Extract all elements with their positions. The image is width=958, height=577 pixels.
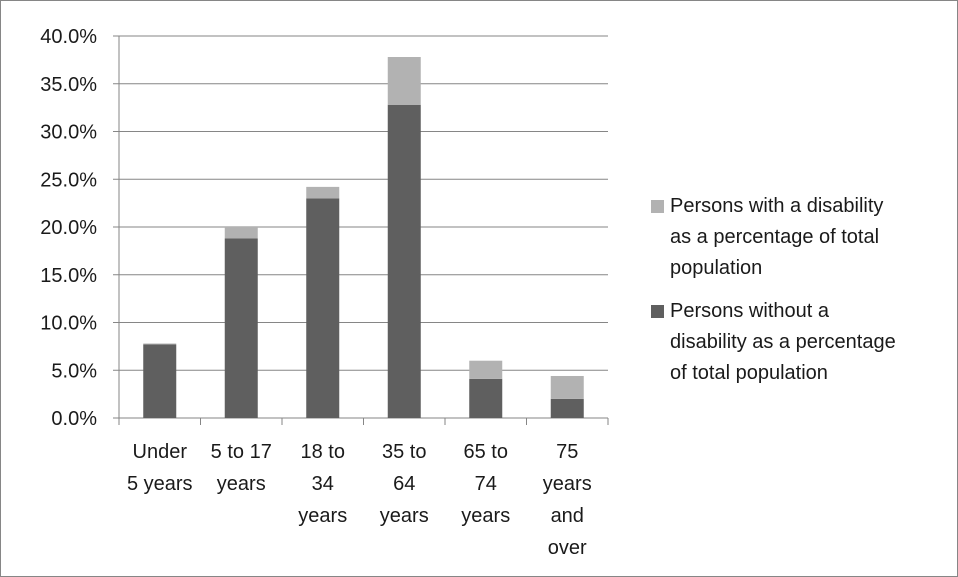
legend-swatch [651,200,664,213]
y-tick-label: 40.0% [40,26,97,48]
legend-item: Persons without a disability as a percent… [649,296,954,389]
y-tick-label: 15.0% [40,265,97,287]
bar-without-disability [387,104,421,418]
y-tick-label: 20.0% [40,217,97,239]
legend-swatch [651,305,664,318]
y-tick-label: 5.0% [51,360,97,382]
legend-label: population [670,257,763,279]
legend-label: disability as a percentage [670,331,896,353]
bar-without-disability [550,398,584,418]
bar-with-disability [550,375,584,399]
y-tick-label: 25.0% [40,169,97,191]
x-category-label: 65 to 74 years [461,441,510,527]
x-category-label: Under 5 years [127,441,193,495]
x-category-label: 75 years and over [543,441,592,559]
legend-item: Persons with a disability as a percentage… [649,191,954,284]
bar-without-disability [306,198,340,418]
bar-with-disability [387,57,421,105]
y-tick-label: 10.0% [40,313,97,335]
bar-with-disability [306,186,340,199]
y-tick-label: 35.0% [40,74,97,96]
legend-label: Persons without a [670,300,829,322]
y-tick-label: 0.0% [51,408,97,430]
legend: Persons with a disability as a percentage… [649,191,954,401]
bar-without-disability [143,344,177,418]
bar-with-disability [143,343,177,345]
legend-label: as a percentage of total [670,226,880,248]
legend-label: of total population [670,362,828,384]
bar-without-disability [469,378,503,418]
bar-with-disability [224,227,258,239]
x-category-label: 35 to 64 years [380,441,429,527]
bar-without-disability [224,238,258,418]
y-tick-label: 30.0% [40,122,97,144]
x-category-label: 18 to 34 years [298,441,347,527]
legend-label: Persons with a disability [670,195,884,217]
x-category-label: 5 to 17 years [211,441,272,495]
bar-with-disability [469,360,503,379]
